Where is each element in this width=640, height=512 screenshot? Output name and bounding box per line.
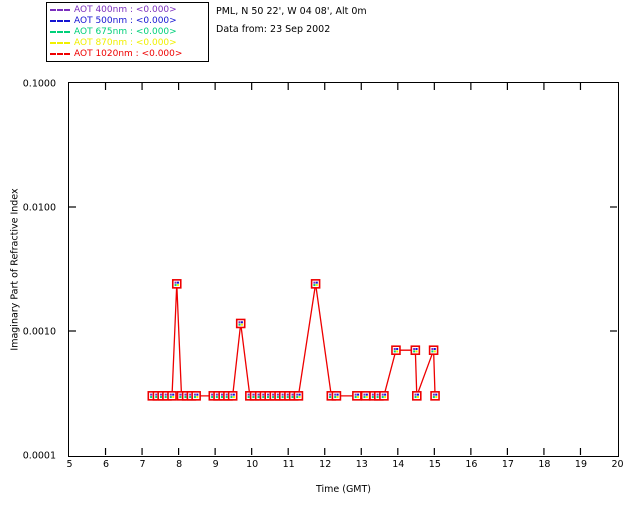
legend-entry-label: AOT 870nm : <0.000> [74, 38, 177, 48]
x-tick-label: 16 [465, 459, 478, 470]
legend-entry: AOT 500nm : <0.000> [50, 16, 205, 27]
x-tick-label: 20 [611, 459, 624, 470]
y-tick-label: 0.0001 [22, 450, 56, 461]
x-tick-label: 10 [246, 459, 259, 470]
y-tick-label: 0.0010 [22, 326, 56, 337]
x-tick-label: 5 [66, 459, 73, 470]
x-axis-title: Time (GMT) [315, 484, 372, 495]
x-tick-label: 8 [176, 459, 183, 470]
legend-entry-label: AOT 1020nm : <0.000> [74, 49, 183, 59]
legend-box: AOT 400nm : <0.000> AOT 500nm : <0.000> … [46, 2, 209, 62]
plot-area [69, 83, 618, 456]
x-tick-label: 7 [139, 459, 146, 470]
y-axis-tick-labels: 0.0001 0.0010 0.0100 0.1000 [0, 78, 64, 461]
x-tick-label: 12 [319, 459, 332, 470]
legend-line-swatch [50, 19, 70, 22]
y-tick-label: 0.0100 [22, 202, 56, 213]
x-tick-label: 13 [355, 459, 368, 470]
y-tick-label: 0.1000 [22, 78, 56, 89]
data-date-text: Data from: 23 Sep 2002 [216, 24, 331, 35]
x-tick-label: 6 [103, 459, 110, 470]
legend-line-swatch [50, 30, 70, 33]
legend-line-swatch [50, 8, 70, 11]
x-tick-label: 19 [574, 459, 587, 470]
plot-frame [68, 82, 619, 457]
legend-line-swatch [50, 41, 70, 44]
x-tick-label: 9 [212, 459, 219, 470]
legend-entry: AOT 870nm : <0.000> [50, 38, 205, 49]
legend-entry: AOT 1020nm : <0.000> [50, 49, 205, 60]
x-tick-label: 14 [392, 459, 405, 470]
legend-entry: AOT 675nm : <0.000> [50, 27, 205, 38]
x-axis-tick-labels: 5 6 7 8 9 10 11 12 13 14 15 16 17 18 19 20 [66, 459, 623, 475]
legend-entry-label: AOT 400nm : <0.000> [74, 5, 177, 15]
x-tick-label: 18 [538, 459, 551, 470]
x-tick-label: 11 [282, 459, 295, 470]
legend-line-swatch [50, 52, 70, 55]
data-series-canvas [69, 83, 617, 455]
legend-entry-label: AOT 675nm : <0.000> [74, 27, 177, 37]
x-tick-label: 15 [428, 459, 441, 470]
legend-entry-label: AOT 500nm : <0.000> [74, 16, 177, 26]
legend-entry: AOT 400nm : <0.000> [50, 5, 205, 16]
x-tick-label: 17 [501, 459, 514, 470]
site-location-text: PML, N 50 22', W 04 08', Alt 0m [216, 6, 367, 17]
